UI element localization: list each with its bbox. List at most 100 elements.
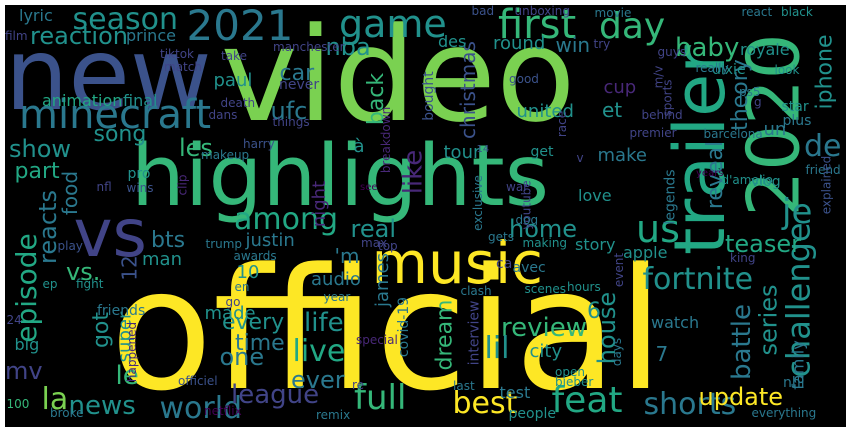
word-cloud-word: wins xyxy=(126,181,154,195)
word-cloud-word: battle xyxy=(727,303,758,381)
word-cloud-word: happened xyxy=(125,321,140,383)
word-cloud-word: review xyxy=(501,313,587,343)
word-cloud-word: tiktok xyxy=(160,47,194,61)
word-cloud-word: full xyxy=(354,378,407,418)
word-cloud-word: ep xyxy=(42,277,58,291)
word-cloud-word: harry xyxy=(243,137,275,151)
word-cloud-word: good xyxy=(509,72,539,86)
word-cloud-word: win xyxy=(555,33,591,57)
word-cloud-word: audio xyxy=(311,269,361,290)
word-cloud-word: 10 xyxy=(236,262,260,283)
word-cloud-word: united xyxy=(516,101,574,122)
word-cloud-word: broke xyxy=(50,406,84,420)
word-cloud-word: life xyxy=(304,308,344,338)
word-cloud-word: vlog xyxy=(751,174,781,190)
word-cloud-word: scenes xyxy=(524,282,566,296)
word-cloud-word: series xyxy=(754,284,783,356)
word-cloud-word: one xyxy=(219,343,265,371)
word-cloud-word: highlights xyxy=(131,126,549,226)
word-cloud-word: bieber xyxy=(555,375,594,389)
word-cloud-word: making xyxy=(522,236,568,250)
word-cloud-word: dixie xyxy=(712,62,746,78)
word-cloud-word: ps5 xyxy=(739,85,761,99)
word-cloud-word: food xyxy=(58,170,83,216)
word-cloud-word: teaser xyxy=(725,230,802,258)
word-cloud-word: fortnite xyxy=(642,262,754,297)
word-cloud-word: officiel xyxy=(178,374,218,388)
word-cloud-word: show xyxy=(9,135,72,163)
word-cloud-word: last xyxy=(453,379,475,393)
word-cloud-word: days xyxy=(610,337,625,367)
word-cloud-word: night xyxy=(309,180,331,228)
word-cloud-word: iphone xyxy=(811,34,837,110)
word-cloud-word: bad xyxy=(471,5,495,18)
word-cloud-word: vs. xyxy=(66,258,101,286)
word-cloud-word: play xyxy=(57,239,83,253)
word-cloud-word: world xyxy=(159,391,243,426)
word-cloud-word: bought xyxy=(420,71,437,121)
word-cloud-word: see xyxy=(360,182,378,193)
word-cloud-word: part xyxy=(14,159,60,184)
word-cloud-word: netflix xyxy=(204,404,242,418)
word-cloud-word: new xyxy=(5,16,212,133)
word-cloud-word: dog xyxy=(515,213,539,227)
word-cloud-word: remix xyxy=(316,408,351,422)
word-cloud-word: 14 xyxy=(476,144,490,155)
word-cloud-word: baby xyxy=(675,33,740,63)
word-cloud-word: premier xyxy=(629,126,677,140)
word-cloud-word: avec xyxy=(512,260,546,276)
word-cloud-word: clip xyxy=(174,174,189,196)
word-cloud: video official highlights new 2020 trailer mus… xyxy=(5,5,846,427)
word-cloud-word: je xyxy=(782,192,813,232)
word-cloud-word: react xyxy=(741,5,773,19)
word-cloud-word: g xyxy=(754,95,762,109)
word-cloud-word: james xyxy=(372,252,394,308)
word-cloud-word: mv xyxy=(5,357,43,385)
word-cloud-word: 2021 xyxy=(186,5,294,50)
word-cloud-word: match xyxy=(164,60,202,74)
word-cloud-word: legends xyxy=(662,169,679,225)
word-cloud-word: exclusive xyxy=(470,175,485,231)
word-cloud-word: every xyxy=(222,310,285,335)
word-cloud-word: royale xyxy=(740,40,790,59)
word-cloud-word: song xyxy=(93,122,147,147)
word-cloud-word: dream xyxy=(431,299,457,371)
word-cloud-word: unboxing xyxy=(514,5,570,18)
word-cloud-word: league xyxy=(231,380,320,410)
word-cloud-word: pro xyxy=(127,166,151,182)
word-cloud-word: take xyxy=(221,49,247,63)
word-cloud-word: reacts xyxy=(33,190,62,264)
word-cloud-word: story xyxy=(575,235,616,254)
word-cloud-word: update xyxy=(698,383,784,411)
word-cloud-word: final xyxy=(123,91,158,110)
word-cloud-word: game xyxy=(339,5,447,46)
word-cloud-word: 'm xyxy=(334,244,360,268)
word-cloud-word: never xyxy=(279,77,320,93)
word-cloud-word: awards xyxy=(233,249,277,263)
word-cloud-word: try xyxy=(593,37,611,51)
word-cloud-word: clash xyxy=(460,284,492,298)
word-cloud-word: love xyxy=(578,186,612,205)
word-cloud-word: top xyxy=(378,239,398,253)
word-cloud-word: 6 xyxy=(587,299,601,324)
word-cloud-word: official xyxy=(110,232,664,427)
word-cloud-word: look xyxy=(774,63,800,77)
word-cloud-word: year xyxy=(323,290,351,304)
word-cloud-word: bts xyxy=(151,228,186,253)
word-cloud-word: re xyxy=(352,378,365,392)
word-cloud-word: best xyxy=(452,386,518,421)
word-cloud-word: 12 xyxy=(117,255,142,281)
word-cloud-word: music xyxy=(371,229,543,297)
word-cloud-word: ufc xyxy=(270,97,308,125)
word-cloud-word: nfl xyxy=(96,180,112,194)
word-cloud-word: covid-19 xyxy=(396,296,413,358)
word-cloud-word: dans xyxy=(208,108,238,122)
word-cloud-word: us xyxy=(636,207,680,251)
word-cloud-word: news xyxy=(68,391,136,421)
word-cloud-word: christmas xyxy=(455,41,480,139)
word-cloud-word: minecraft xyxy=(19,92,212,138)
word-cloud-word: black xyxy=(781,5,813,19)
word-cloud-word: prince xyxy=(126,26,176,45)
word-cloud-word: event xyxy=(612,252,627,288)
word-cloud-word: special xyxy=(356,333,398,347)
